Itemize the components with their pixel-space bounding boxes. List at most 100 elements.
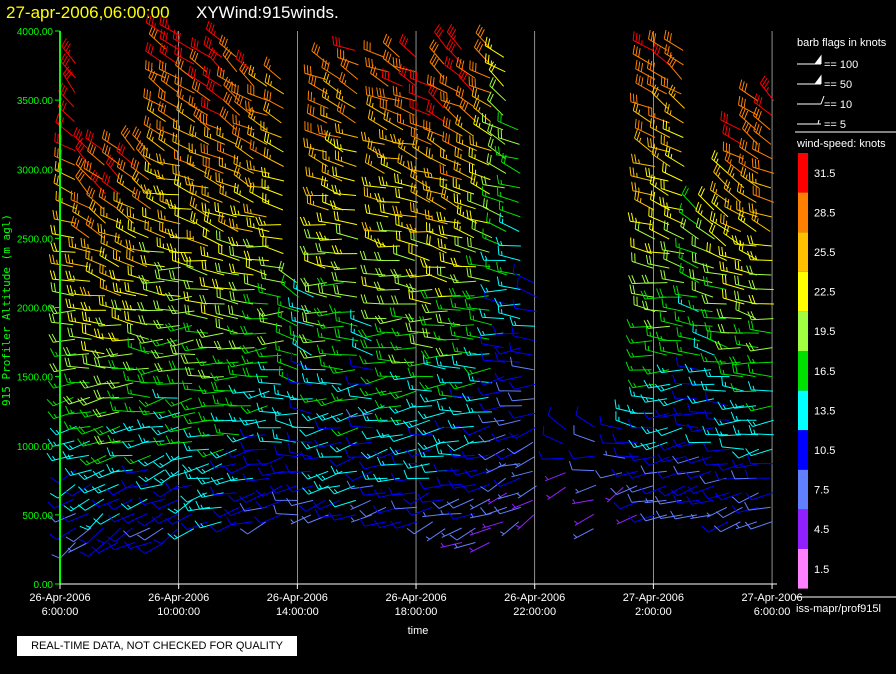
wind-barb [332,35,356,51]
wind-barb [613,447,639,458]
wind-barb [461,451,489,460]
barb-legend-symbol [797,54,822,65]
wind-barb [719,261,743,276]
y-tick-label: 2000.00 [17,304,54,315]
wind-barb [48,254,73,268]
wind-barb [313,499,341,510]
wind-barb [121,465,149,474]
wind-barb [752,139,773,160]
wind-barb [394,173,417,189]
wind-barb [153,455,180,469]
wind-barb [164,424,192,433]
wind-barb [148,25,166,50]
wind-barb [628,275,655,285]
wind-barb [735,300,757,320]
wind-barb [124,402,150,413]
wind-barb [493,477,521,488]
wind-barb [359,387,387,397]
wind-barb [189,124,210,145]
wind-barb [625,361,652,371]
wind-barb [516,485,537,499]
wind-barb [315,242,341,255]
wind-barb [213,340,240,350]
wind-barb [46,452,74,462]
wind-barb [209,448,237,459]
wind-barb [390,473,418,482]
wind-barb [123,527,151,538]
wind-barb [639,485,667,495]
wind-barb [200,303,224,320]
wind-barb [732,425,759,436]
wind-barb [153,528,179,545]
wind-barb [235,49,255,73]
wind-barb [392,57,416,73]
wind-barb [70,215,90,239]
wind-barb [345,436,372,446]
wind-barb [428,83,445,109]
wind-barb [649,220,670,240]
wind-barb [407,380,432,392]
wind-barb [330,412,358,423]
wind-barb [509,342,533,356]
wind-barb [491,433,519,442]
barb-legend-label: == 50 [824,79,852,91]
wind-barb [289,398,312,414]
wind-barb [477,387,504,396]
wind-barb [360,309,387,320]
wind-barb [228,281,255,291]
wind-barb [143,115,163,137]
wind-barb [392,205,417,218]
wind-barb [634,129,652,153]
wind-barb [239,344,267,354]
wind-barb [660,240,685,255]
wind-barb [80,340,105,355]
wind-barb [243,293,269,305]
wind-barb [92,498,120,508]
wind-barb [301,470,329,480]
x-tick-time: 14:00:00 [276,606,319,618]
wind-barb [507,392,535,402]
wind-barb [65,270,91,282]
wind-barb [258,256,283,269]
quality-disclaimer: REAL-TIME DATA, NOT CHECKED FOR QUALITY [17,636,297,656]
wind-barb [247,125,268,145]
wind-barb [670,510,697,520]
wind-barb [263,101,282,124]
wind-barb [200,246,224,261]
wind-barb [720,111,741,131]
wind-barb [675,237,698,255]
wind-barb [439,510,462,515]
wind-barb [230,205,255,218]
wind-barb [270,464,297,474]
wind-barb [218,244,240,261]
wind-barb [665,146,685,167]
wind-barb [477,376,505,386]
wind-barb [205,20,225,44]
wind-barb [508,427,536,439]
wind-barb [735,521,758,530]
wind-barb [172,29,193,51]
wind-barb [373,473,400,483]
colorbar-label: 4.5 [814,524,829,536]
wind-barb [108,513,135,523]
wind-barb [748,172,772,189]
wind-barb [496,174,521,189]
wind-barb [487,122,506,145]
wind-barb [731,505,759,514]
wind-barb [656,288,682,298]
wind-barb [469,60,491,79]
wind-barb [136,419,164,429]
wind-barb [651,42,670,66]
wind-barb [271,491,298,501]
wind-barb [453,218,475,239]
wind-barb [64,253,89,268]
wind-barb [334,311,358,327]
wind-barb [739,106,757,131]
wind-barb [407,367,433,378]
wind-barb [219,106,237,131]
wind-barb [241,310,268,320]
wind-barb [734,259,758,276]
wind-barb [512,299,537,313]
wind-barb [611,468,639,477]
wind-barb [81,311,106,326]
